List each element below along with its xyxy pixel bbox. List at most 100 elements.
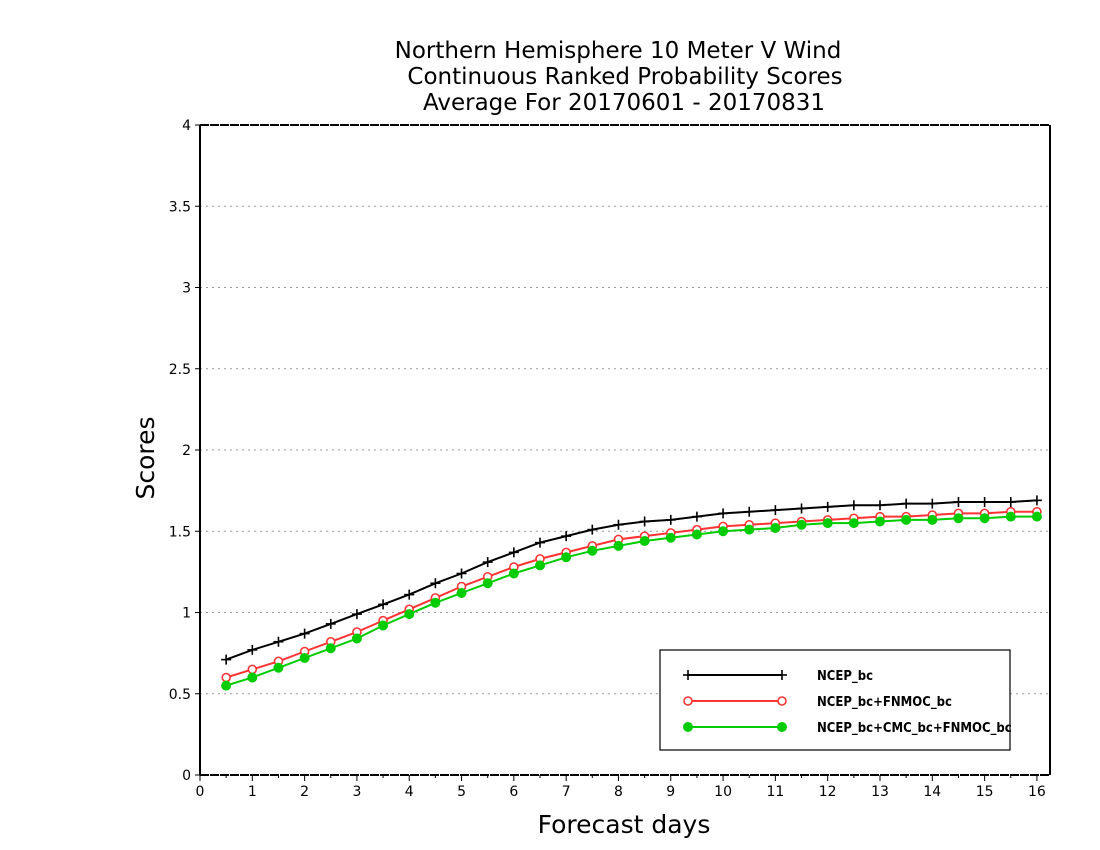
axes: 00.511.522.533.540 1 2 3 4 5 6 7 8 9 10 11 12 13 14 15 1… (169, 118, 1051, 800)
series-3-point (299, 653, 310, 663)
series-3-point (822, 518, 833, 529)
chart-title: Northern Hemisphere 10 Meter V Wind Cont… (395, 38, 843, 116)
x-tick-label: 6 (509, 784, 518, 800)
y-tick-label: 4 (182, 118, 191, 134)
x-tick-label: 8 (614, 784, 623, 800)
series-1-point (901, 498, 912, 509)
series-3-point (456, 588, 467, 598)
series-1-point (1031, 495, 1042, 506)
x-axis-label: Forecast days (538, 810, 711, 839)
legend-item-3: NCEP_bc+CMC_bc+FNMOC_bc (683, 721, 1012, 736)
x-tick-label: 9 (666, 784, 675, 800)
series-3-point (848, 518, 859, 529)
x-tick-label: 15 (976, 784, 994, 800)
series-3-point (979, 513, 990, 524)
series-1-point (953, 497, 964, 507)
x-tick-label: 3 (352, 784, 361, 800)
chart-title-line-2: Continuous Ranked Probability Scores (407, 64, 842, 90)
series-1-point (744, 506, 755, 517)
series-3-point (351, 633, 362, 644)
series-1-point (482, 557, 493, 568)
series-3-point (535, 560, 545, 571)
y-tick-label: 3 (182, 281, 191, 297)
x-tick-label: 12 (819, 784, 837, 800)
series-3-point (691, 529, 702, 540)
legend-marker (777, 696, 787, 706)
series-1-point (665, 514, 676, 525)
y-tick-label: 2.5 (169, 362, 191, 378)
series-1-point (927, 498, 938, 509)
series-1-point (299, 628, 310, 639)
series-3-point (718, 526, 729, 537)
series-3-point (639, 536, 650, 546)
series-1-point (221, 654, 232, 665)
x-tick-label: 0 (196, 784, 205, 800)
y-tick-label: 0 (182, 768, 191, 784)
y-tick-label: 1.5 (169, 524, 191, 540)
series-1-point (273, 636, 284, 647)
series-1-point (535, 537, 545, 548)
x-tick-label: 16 (1028, 784, 1046, 800)
series-1-point (822, 501, 833, 512)
series-1-point (848, 500, 859, 511)
legend-marker (683, 670, 693, 680)
series-3-point (927, 514, 938, 525)
series-1-point (456, 568, 467, 579)
legend-marker (683, 696, 693, 706)
legend: NCEP_bc NCEP_bc+FNMOC_bc NCEP_bc+CMC_bc+FN… (659, 649, 1012, 751)
series-1-point (351, 609, 362, 620)
series-1-point (430, 578, 441, 589)
series-1-point (613, 519, 624, 530)
gridlines (200, 205, 1050, 695)
x-tick-label: 13 (871, 784, 889, 800)
x-tick-label: 4 (405, 784, 414, 800)
series-3-point (665, 532, 676, 543)
legend-marker (777, 722, 787, 732)
legend-marker (683, 722, 693, 732)
series-3-point (587, 545, 598, 556)
series-3-point (796, 519, 807, 530)
series-3-point (404, 609, 415, 620)
series-3-point (770, 523, 781, 533)
series-3-point (1031, 511, 1042, 522)
series-3-point (508, 568, 519, 579)
series-1-point (770, 505, 781, 516)
series-1-point (404, 589, 415, 600)
series-3-point (325, 643, 336, 654)
legend-item-1: NCEP_bc (683, 669, 873, 684)
series-3-point (482, 578, 493, 589)
x-tick-label: 14 (923, 784, 941, 800)
series-1-point (378, 599, 389, 610)
x-tick-label: 5 (457, 784, 466, 800)
series-1-point (639, 516, 650, 527)
series-1-point (587, 524, 598, 535)
series-1-point (979, 497, 990, 507)
series-1-point (561, 531, 572, 542)
series-3-point (561, 552, 572, 563)
legend-item-2: NCEP_bc+FNMOC_bc (683, 695, 952, 710)
series-3-point (875, 516, 885, 527)
series-2-point (221, 672, 231, 683)
x-tick-label: 2 (300, 784, 309, 800)
series-3-point (221, 680, 232, 691)
y-tick-label: 2 (182, 443, 191, 459)
x-tick-label: 10 (714, 784, 732, 800)
series-1-point (247, 644, 258, 655)
legend-label: NCEP_bc+CMC_bc+FNMOC_bc (817, 721, 1012, 736)
y-tick-label: 3.5 (169, 199, 191, 215)
series-3-point (247, 672, 258, 683)
legend-label: NCEP_bc+FNMOC_bc (817, 695, 952, 710)
series-1-point (875, 500, 885, 511)
plot-series (221, 495, 1042, 691)
series-1-point (325, 618, 336, 629)
series-3-point (953, 513, 964, 524)
x-tick-label: 1 (248, 784, 257, 800)
series-1-point (1005, 497, 1016, 507)
y-tick-label: 1 (182, 606, 191, 622)
series-3-point (613, 540, 624, 551)
series-3-point (901, 514, 912, 525)
series-3-point (744, 524, 755, 535)
series-2-point (247, 664, 258, 675)
series-3 (221, 511, 1042, 691)
